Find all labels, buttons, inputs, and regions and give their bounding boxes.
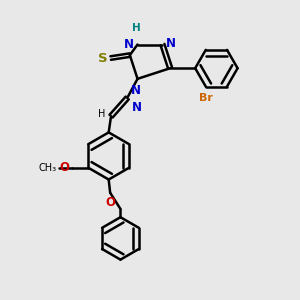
Text: N: N — [132, 101, 142, 114]
Text: S: S — [98, 52, 107, 64]
Text: H: H — [132, 23, 140, 33]
Text: O: O — [105, 196, 115, 209]
Text: CH₃: CH₃ — [39, 163, 57, 173]
Text: O: O — [60, 161, 70, 174]
Text: Br: Br — [199, 93, 213, 103]
Text: N: N — [165, 37, 176, 50]
Text: N: N — [131, 84, 141, 97]
Text: H: H — [98, 109, 106, 119]
Text: N: N — [124, 38, 134, 51]
